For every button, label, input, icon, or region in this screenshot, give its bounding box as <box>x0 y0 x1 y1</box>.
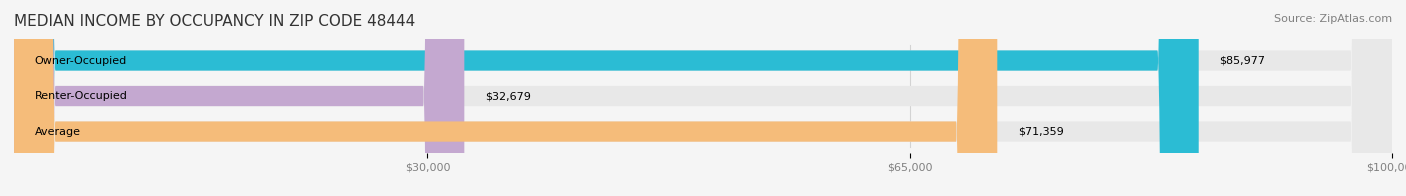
Text: $71,359: $71,359 <box>1018 127 1064 137</box>
Text: Average: Average <box>35 127 80 137</box>
Text: $85,977: $85,977 <box>1219 55 1265 65</box>
FancyBboxPatch shape <box>14 0 1392 196</box>
Text: Renter-Occupied: Renter-Occupied <box>35 91 128 101</box>
Text: $32,679: $32,679 <box>485 91 531 101</box>
FancyBboxPatch shape <box>14 0 997 196</box>
Text: Owner-Occupied: Owner-Occupied <box>35 55 127 65</box>
FancyBboxPatch shape <box>14 0 1392 196</box>
Text: MEDIAN INCOME BY OCCUPANCY IN ZIP CODE 48444: MEDIAN INCOME BY OCCUPANCY IN ZIP CODE 4… <box>14 14 415 29</box>
Text: Source: ZipAtlas.com: Source: ZipAtlas.com <box>1274 14 1392 24</box>
FancyBboxPatch shape <box>14 0 1199 196</box>
FancyBboxPatch shape <box>14 0 1392 196</box>
FancyBboxPatch shape <box>14 0 464 196</box>
